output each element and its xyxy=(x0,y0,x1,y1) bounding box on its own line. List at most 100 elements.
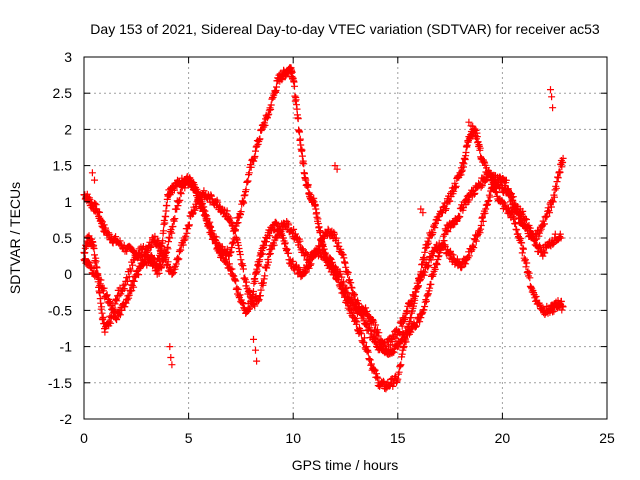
data-point-marker xyxy=(429,229,437,237)
data-point-marker xyxy=(171,215,179,223)
data-point-marker xyxy=(100,284,108,292)
data-point-marker xyxy=(283,245,291,253)
data-point-marker xyxy=(236,291,244,299)
data-point-marker xyxy=(175,255,183,263)
data-point-marker xyxy=(481,209,489,217)
data-point-marker xyxy=(540,248,548,256)
data-point-marker xyxy=(233,284,241,292)
y-tick-label: 0 xyxy=(64,266,72,282)
data-point-marker xyxy=(316,243,324,251)
data-point-marker xyxy=(170,269,178,277)
data-point-marker xyxy=(559,303,567,311)
data-point-marker xyxy=(228,240,236,248)
data-point-marker xyxy=(316,227,324,235)
data-point-marker xyxy=(294,115,302,123)
data-point-marker xyxy=(265,110,273,118)
data-point-marker xyxy=(433,261,441,268)
data-point-marker xyxy=(457,171,465,179)
data-point-marker xyxy=(285,221,293,229)
data-point-marker xyxy=(251,277,259,285)
data-point-marker xyxy=(554,173,562,181)
data-point-marker xyxy=(168,229,176,237)
data-point-marker xyxy=(90,264,98,272)
data-point-marker xyxy=(290,225,298,233)
data-point-marker xyxy=(298,146,306,154)
data-point-marker xyxy=(331,162,339,170)
data-point-marker xyxy=(365,355,373,363)
data-point-marker xyxy=(135,271,143,279)
chart-title: Day 153 of 2021, Sidereal Day-to-day VTE… xyxy=(90,21,600,37)
data-point-marker xyxy=(185,221,193,229)
data-point-marker xyxy=(234,286,242,293)
data-point-marker xyxy=(465,252,473,260)
data-point-marker xyxy=(240,199,248,207)
data-point-marker xyxy=(267,101,275,109)
data-point-marker xyxy=(532,293,540,300)
data-point-marker xyxy=(526,274,534,282)
data-point-marker xyxy=(392,334,400,342)
data-point-marker xyxy=(471,125,479,133)
data-point-marker xyxy=(231,227,239,235)
data-point-marker xyxy=(388,338,396,346)
data-point-marker xyxy=(535,232,543,240)
data-point-marker xyxy=(502,176,510,184)
data-point-marker xyxy=(174,202,182,210)
data-point-marker xyxy=(263,264,271,272)
data-point-marker xyxy=(453,255,461,263)
data-point-marker xyxy=(256,135,264,143)
data-point-marker xyxy=(155,269,163,277)
data-point-marker xyxy=(91,176,98,184)
data-point-marker xyxy=(253,357,261,365)
data-point-marker xyxy=(383,345,390,353)
data-point-marker xyxy=(446,197,454,205)
data-point-marker xyxy=(155,254,162,262)
data-point-marker xyxy=(372,339,380,347)
data-point-marker xyxy=(226,249,234,256)
data-point-marker xyxy=(166,343,174,351)
data-point-marker xyxy=(315,242,323,250)
data-point-marker xyxy=(174,256,182,264)
data-point-marker xyxy=(134,250,142,257)
data-point-marker xyxy=(232,277,240,285)
data-point-marker xyxy=(112,295,120,303)
data-point-marker xyxy=(528,230,536,237)
x-tick-label: 15 xyxy=(390,430,406,446)
x-tick-label: 5 xyxy=(185,430,193,446)
data-point-marker xyxy=(417,205,425,213)
data-point-marker xyxy=(390,348,398,356)
data-points xyxy=(80,64,567,393)
data-point-marker xyxy=(396,328,404,336)
data-point-marker xyxy=(223,207,231,215)
data-point-marker xyxy=(470,244,478,252)
data-point-marker xyxy=(239,265,247,273)
data-point-marker xyxy=(129,261,136,269)
data-point-marker xyxy=(251,302,259,310)
y-tick-label: 1.5 xyxy=(53,158,73,174)
data-point-marker xyxy=(556,230,564,238)
data-point-marker xyxy=(242,186,250,194)
data-point-marker xyxy=(477,225,485,233)
data-point-marker xyxy=(281,240,289,248)
data-point-marker xyxy=(231,276,239,284)
data-point-marker xyxy=(247,163,255,171)
data-point-marker xyxy=(160,227,167,235)
data-point-marker xyxy=(98,303,106,311)
data-point-marker xyxy=(399,344,407,352)
data-point-marker xyxy=(518,239,526,247)
data-point-marker xyxy=(523,259,531,267)
data-point-marker xyxy=(456,213,464,221)
data-point-marker xyxy=(106,297,114,305)
data-point-marker xyxy=(261,272,269,280)
y-tick-label: -1.5 xyxy=(48,375,72,391)
data-point-marker xyxy=(485,191,493,199)
data-point-marker xyxy=(170,186,178,194)
data-point-marker xyxy=(257,286,265,294)
data-point-marker xyxy=(467,122,475,130)
y-axis-label: SDTVAR / TECUs xyxy=(7,182,23,294)
data-point-marker xyxy=(443,227,450,234)
data-point-marker xyxy=(551,193,558,201)
data-point-marker xyxy=(245,171,253,179)
data-point-marker xyxy=(244,288,252,296)
data-point-marker xyxy=(173,205,181,213)
data-point-marker xyxy=(393,378,400,386)
